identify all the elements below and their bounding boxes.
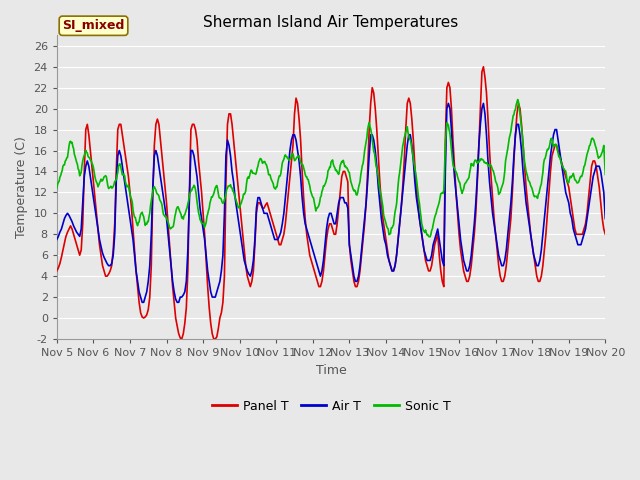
Y-axis label: Temperature (C): Temperature (C) <box>15 136 28 238</box>
Legend: Panel T, Air T, Sonic T: Panel T, Air T, Sonic T <box>207 395 456 418</box>
X-axis label: Time: Time <box>316 363 346 376</box>
Title: Sherman Island Air Temperatures: Sherman Island Air Temperatures <box>204 15 459 30</box>
Text: SI_mixed: SI_mixed <box>62 19 125 32</box>
